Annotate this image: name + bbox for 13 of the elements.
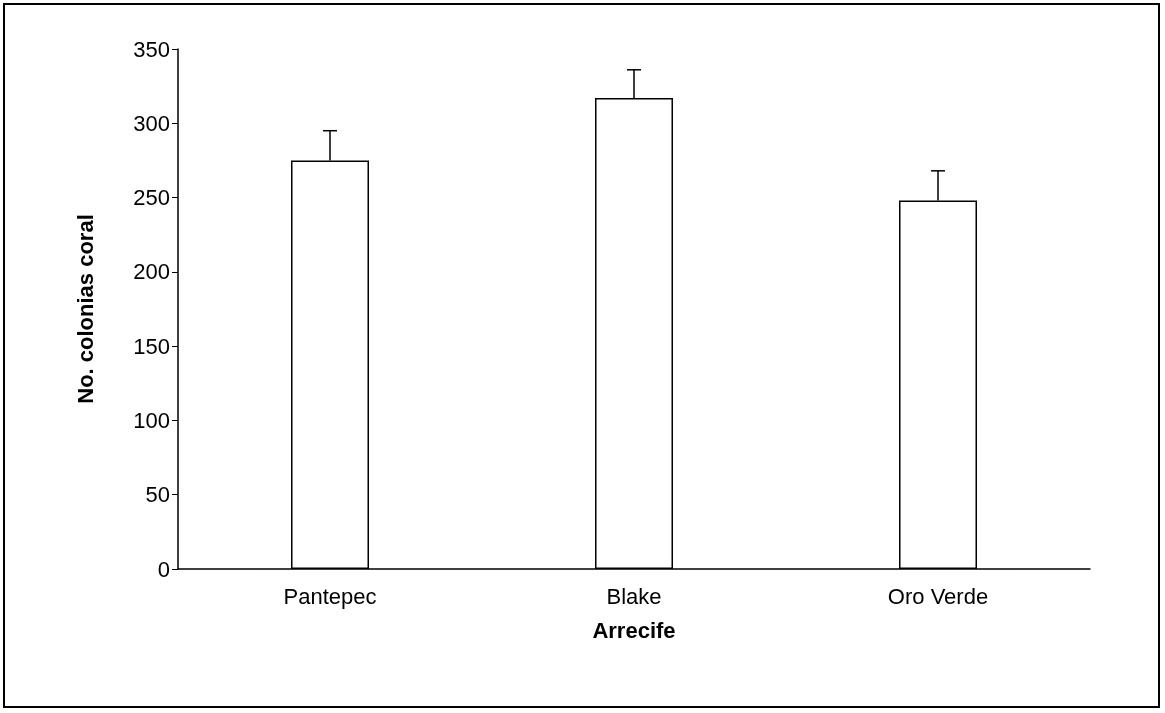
x-tick-label: Blake [606, 583, 662, 609]
y-axis-title: No. colonias coral [72, 214, 98, 404]
y-tick-label: 350 [133, 36, 170, 62]
y-tick-label: 50 [145, 482, 170, 508]
y-tick-label: 100 [133, 407, 170, 433]
y-tick-label: 250 [133, 185, 170, 211]
x-axis-title: Arrecife [592, 617, 676, 643]
y-tick-label: 200 [133, 259, 170, 285]
x-tick-label: Pantepec [283, 583, 377, 609]
y-tick-label: 150 [133, 333, 170, 359]
y-tick-label: 0 [157, 556, 170, 582]
x-tick-label: Oro Verde [887, 583, 989, 609]
y-tick-label: 300 [133, 110, 170, 136]
